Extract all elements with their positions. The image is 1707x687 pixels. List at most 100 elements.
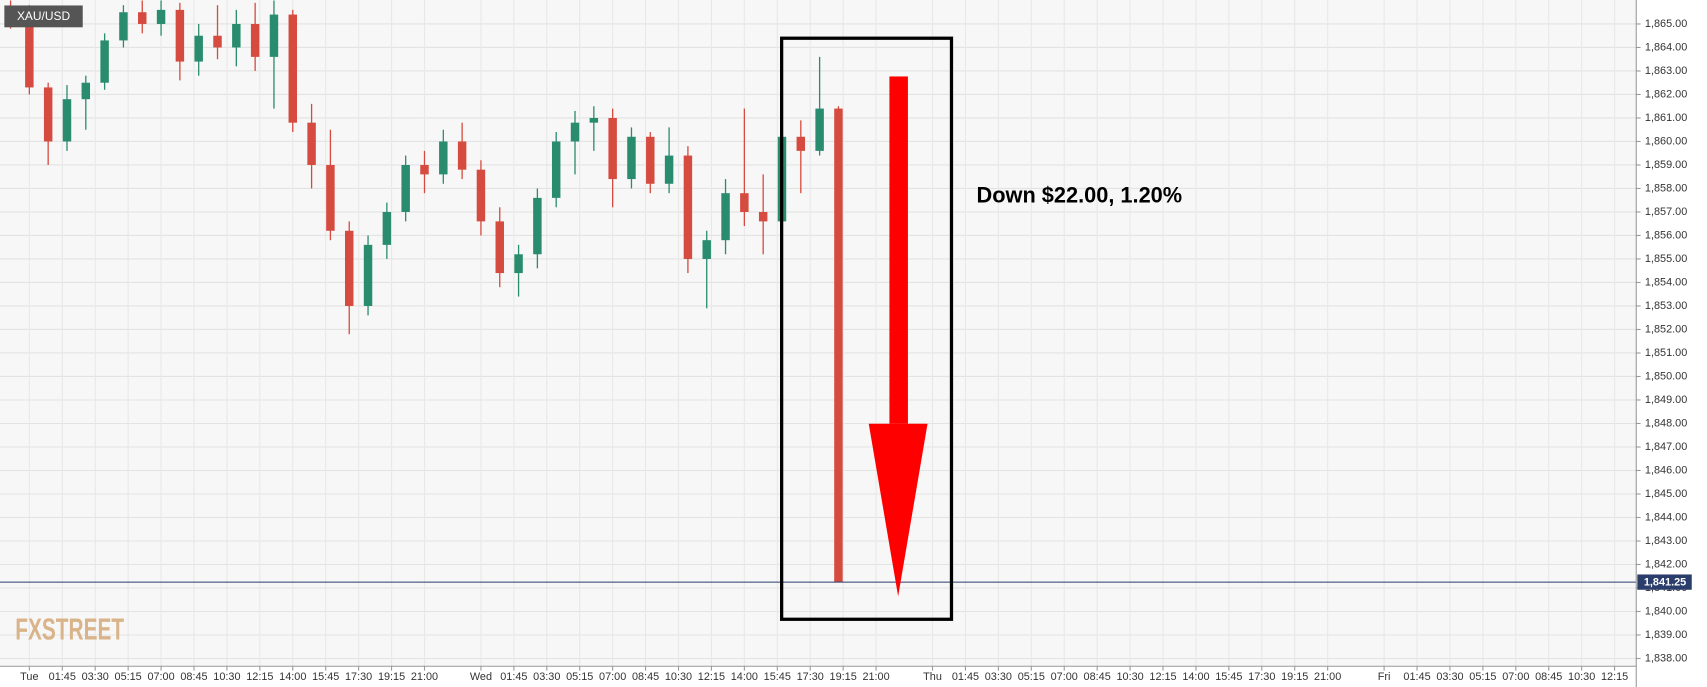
x-tick-label: 14:00 xyxy=(1182,671,1209,683)
x-tick-label: 08:45 xyxy=(1084,671,1111,683)
x-tick-label: 19:15 xyxy=(378,671,405,683)
candle-body xyxy=(326,164,335,231)
grid xyxy=(0,0,1637,667)
x-tick-label: 03:30 xyxy=(985,671,1012,683)
x-tick-label: 17:30 xyxy=(797,671,824,683)
candle-body xyxy=(43,87,53,142)
x-tick-label: 05:15 xyxy=(566,671,593,683)
x-tick-label: 01:45 xyxy=(500,671,527,683)
x-tick-label: 05:15 xyxy=(1469,671,1496,683)
y-tick-label: 1,838.00 xyxy=(1645,652,1687,664)
y-tick-label: 1,848.00 xyxy=(1645,417,1687,429)
x-tick-label: 01:45 xyxy=(1403,671,1430,683)
y-tick-label: 1,864.00 xyxy=(1645,41,1687,53)
y-tick-label: 1,846.00 xyxy=(1645,464,1687,476)
instrument-badge xyxy=(4,5,83,28)
x-tick-label: 14:00 xyxy=(279,671,306,683)
candle-body xyxy=(796,136,806,151)
x-tick-label: 21:00 xyxy=(862,671,889,683)
arrow-shaft xyxy=(889,76,908,424)
candle-body xyxy=(81,82,91,100)
x-tick-label: 17:30 xyxy=(345,671,372,683)
y-tick-label: 1,856.00 xyxy=(1645,229,1687,241)
x-tick-label: 15:45 xyxy=(1215,671,1242,683)
y-tick-label: 1,850.00 xyxy=(1645,370,1687,382)
y-tick-label: 1,844.00 xyxy=(1645,511,1687,523)
x-tick-label: 07:00 xyxy=(1502,671,1529,683)
plot-background xyxy=(0,0,1636,666)
candle-body xyxy=(551,141,561,198)
watermark: FXSTREET xyxy=(15,612,124,646)
candle-body xyxy=(232,23,241,48)
y-tick-label: 1,839.00 xyxy=(1645,629,1687,641)
last-price-label: 1,841.25 xyxy=(1644,577,1686,589)
candle-body xyxy=(646,136,655,184)
x-tick-label: 12:15 xyxy=(246,671,273,683)
y-tick-label: 1,851.00 xyxy=(1645,347,1687,359)
axes: 1,838.001,839.001,840.001,841.001,842.00… xyxy=(20,18,1692,683)
candle-body xyxy=(514,254,523,274)
x-tick-label: Tue xyxy=(20,671,38,683)
candle-body xyxy=(495,221,504,274)
y-tick-label: 1,865.00 xyxy=(1645,18,1687,30)
x-tick-label: 07:00 xyxy=(1051,671,1078,683)
x-tick-label: 14:00 xyxy=(731,671,758,683)
x-tick-label: 08:45 xyxy=(180,671,207,683)
candle-body xyxy=(307,122,316,165)
x-tick-label: 12:15 xyxy=(698,671,725,683)
x-tick-label: 10:30 xyxy=(1568,671,1595,683)
x-tick-label: 17:30 xyxy=(1248,671,1275,683)
candle-body xyxy=(439,141,448,175)
y-tick-label: 1,863.00 xyxy=(1645,65,1687,77)
candle-body xyxy=(589,117,599,123)
x-tick-label: 05:15 xyxy=(115,671,142,683)
candle-body xyxy=(382,211,392,245)
highlight-box xyxy=(780,36,954,621)
candle-body xyxy=(213,35,222,48)
x-tick-label: 10:30 xyxy=(665,671,692,683)
x-tick-label: 19:15 xyxy=(1281,671,1308,683)
candle-body xyxy=(363,244,373,306)
x-tick-label: 07:00 xyxy=(147,671,174,683)
y-tick-label: 1,860.00 xyxy=(1645,135,1687,147)
x-tick-label: 03:30 xyxy=(533,671,560,683)
x-tick-label: 01:45 xyxy=(952,671,979,683)
candle-body xyxy=(758,211,768,222)
y-tick-label: 1,847.00 xyxy=(1645,441,1687,453)
candle-body xyxy=(570,122,580,142)
candle-body xyxy=(627,136,636,180)
x-tick-label: 03:30 xyxy=(1436,671,1463,683)
candle-body xyxy=(533,197,542,255)
x-tick-label: 08:45 xyxy=(1535,671,1562,683)
y-tick-label: 1,849.00 xyxy=(1645,394,1687,406)
candle-body xyxy=(156,9,166,24)
x-tick-label: Wed xyxy=(470,671,492,683)
x-tick-label: 12:15 xyxy=(1601,671,1628,683)
candle-body xyxy=(476,169,486,222)
candle-body xyxy=(288,14,298,123)
x-tick-label: 03:30 xyxy=(82,671,109,683)
y-tick-label: 1,840.00 xyxy=(1645,605,1687,617)
x-tick-label: Fri xyxy=(1378,671,1391,683)
candle-body xyxy=(119,12,128,41)
x-tick-label: 07:00 xyxy=(599,671,626,683)
y-tick-label: 1,853.00 xyxy=(1645,300,1687,312)
annotation: Down $22.00, 1.20% xyxy=(977,182,1183,207)
x-tick-label: 05:15 xyxy=(1018,671,1045,683)
y-tick-label: 1,845.00 xyxy=(1645,488,1687,500)
x-tick-label: 10:30 xyxy=(1116,671,1143,683)
y-tick-label: 1,859.00 xyxy=(1645,159,1687,171)
candle-body xyxy=(194,35,203,62)
x-tick-label: 19:15 xyxy=(830,671,857,683)
candle-body xyxy=(100,40,109,83)
x-tick-label: 15:45 xyxy=(312,671,339,683)
candle-body xyxy=(608,117,617,180)
candle-body xyxy=(344,230,354,306)
candle-body xyxy=(683,155,693,259)
y-tick-label: 1,843.00 xyxy=(1645,535,1687,547)
y-tick-label: 1,842.00 xyxy=(1645,558,1687,570)
y-tick-label: 1,852.00 xyxy=(1645,323,1687,335)
candle-body xyxy=(815,108,824,151)
